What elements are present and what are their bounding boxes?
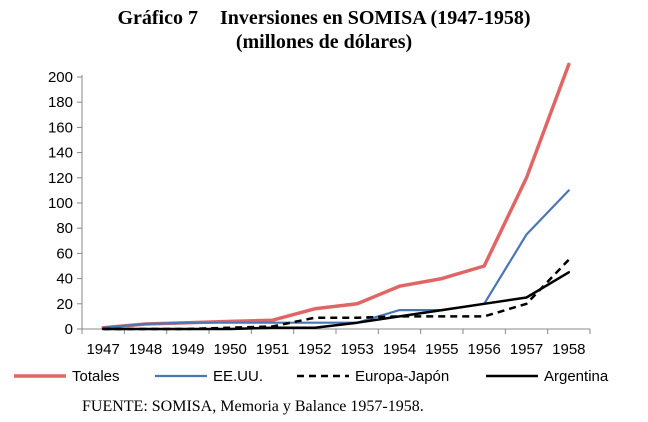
x-tick-label: 1958 bbox=[552, 341, 585, 358]
legend-label-ee-uu: EE.UU. bbox=[213, 368, 263, 385]
series-line-ee-uu bbox=[102, 189, 570, 329]
x-tick-label: 1953 bbox=[340, 341, 373, 358]
y-tick-label: 20 bbox=[56, 296, 73, 313]
series-line-argentina bbox=[101, 271, 571, 331]
y-tick-label: 0 bbox=[65, 321, 73, 338]
y-tick-label: 180 bbox=[48, 94, 73, 111]
chart-title-main: Inversiones en SOMISA (1947-1958) bbox=[219, 7, 531, 29]
y-tick-label: 100 bbox=[48, 195, 73, 212]
series-line-europa-jap-n bbox=[103, 258, 570, 331]
x-tick-label: 1947 bbox=[86, 341, 119, 358]
line-chart: 0 20 40 60 80 100 120 140 160 180 200 1947 1948 1949 1… bbox=[14, 62, 609, 385]
y-tick-label: 140 bbox=[48, 145, 73, 162]
x-tick-label: 1956 bbox=[467, 341, 500, 358]
series-line-totales bbox=[101, 62, 571, 330]
y-tick-label: 160 bbox=[48, 119, 73, 136]
x-tick-label: 1949 bbox=[171, 341, 204, 358]
figure-number: Gráfico 7 bbox=[117, 7, 198, 29]
x-tick-label: 1951 bbox=[256, 341, 289, 358]
legend-label-totales: Totales bbox=[72, 368, 120, 385]
x-tick-label: 1955 bbox=[425, 341, 458, 358]
chart-title: Gráfico 7 Inversiones en SOMISA (1947-195… bbox=[0, 6, 648, 54]
x-tick-label: 1954 bbox=[383, 341, 416, 358]
x-tick-label: 1957 bbox=[510, 341, 543, 358]
x-tick-label: 1950 bbox=[213, 341, 246, 358]
y-tick-label: 80 bbox=[56, 220, 73, 237]
y-tick-label: 200 bbox=[48, 69, 73, 86]
y-tick-label: 60 bbox=[56, 245, 73, 262]
x-tick-label: 1952 bbox=[298, 341, 331, 358]
chart-subtitle: (millones de dólares) bbox=[235, 31, 413, 53]
y-tick-label: 120 bbox=[48, 170, 73, 187]
x-tick-label: 1948 bbox=[129, 341, 162, 358]
source-note: FUENTE: SOMISA, Memoria y Balance 1957-1… bbox=[82, 398, 424, 415]
legend-label-argentina: Argentina bbox=[544, 368, 609, 385]
legend-label-europa-jap-n: Europa-Japón bbox=[355, 368, 449, 385]
y-tick-label: 40 bbox=[56, 271, 73, 288]
